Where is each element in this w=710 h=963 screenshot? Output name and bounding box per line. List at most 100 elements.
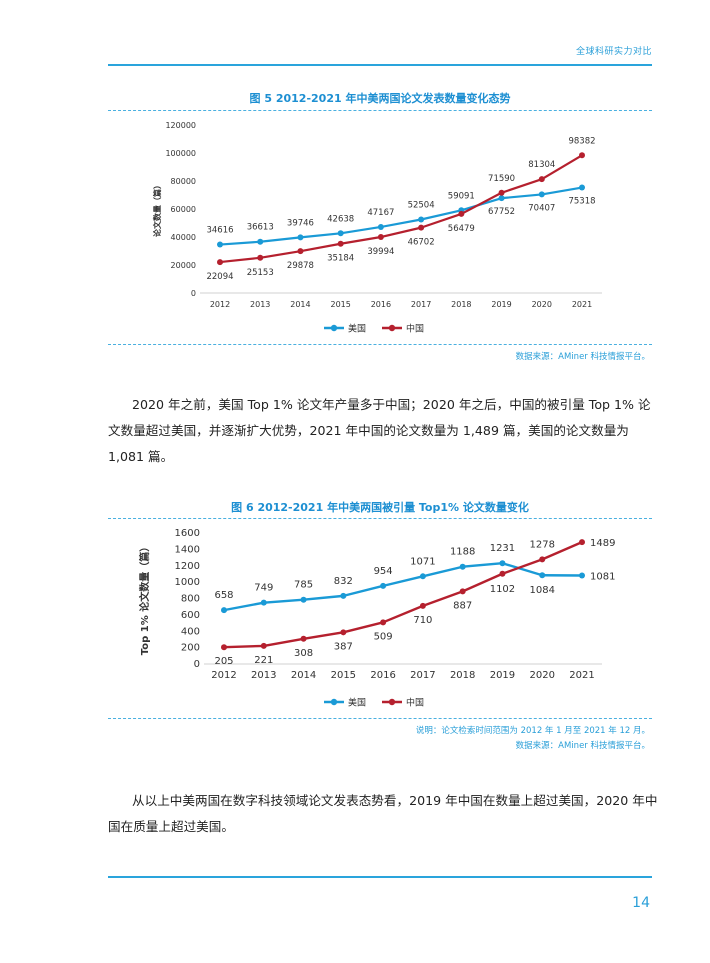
fig5-data-point bbox=[579, 184, 585, 191]
fig6-y-tick-label: 600 bbox=[181, 610, 200, 621]
fig6-data-label: 785 bbox=[294, 580, 313, 591]
fig5-data-point bbox=[297, 234, 304, 241]
fig5-x-tick-label: 2016 bbox=[371, 300, 391, 309]
header-rule bbox=[108, 64, 652, 66]
fig6-data-point bbox=[499, 570, 506, 577]
fig6-data-label: 1231 bbox=[490, 543, 515, 554]
fig5-data-point bbox=[458, 210, 465, 217]
fig6-data-label: 1489 bbox=[590, 538, 615, 549]
running-header: 全球科研实力对比 bbox=[575, 47, 652, 57]
figure-5-top-divider bbox=[108, 110, 652, 111]
fig5-x-tick-label: 2018 bbox=[451, 300, 471, 309]
fig5-y-tick-label: 20000 bbox=[171, 261, 196, 270]
fig6-data-label: 710 bbox=[413, 615, 432, 626]
fig6-x-tick-label: 2013 bbox=[251, 670, 276, 681]
figure-5-source: 数据来源：AMiner 科技情报平台。 bbox=[516, 350, 650, 365]
fig5-data-point bbox=[579, 152, 585, 159]
fig6-series-line-usa bbox=[223, 562, 583, 612]
fig6-data-label: 658 bbox=[214, 590, 233, 601]
fig6-data-label: 205 bbox=[214, 656, 233, 667]
fig5-data-label: 46702 bbox=[408, 238, 435, 248]
fig6-data-label: 221 bbox=[254, 655, 273, 666]
figure-5-source-line: 数据来源：AMiner 科技情报平台。 bbox=[515, 352, 650, 362]
fig5-data-label: 70407 bbox=[528, 203, 555, 213]
fig6-data-point bbox=[260, 599, 267, 606]
paragraph-2-text: 从以上中美两国在数字科技领域论文发表态势看，2019 年中国在数量上超过美国，2… bbox=[108, 793, 658, 834]
figure-6-source-line: 数据来源：AMiner 科技情报平台。 bbox=[515, 741, 650, 751]
figure-5-title: 图 5 2012-2021 年中美两国论文发表数量变化态势 bbox=[249, 92, 511, 105]
fig6-y-tick-label: 200 bbox=[181, 643, 200, 654]
fig5-data-point bbox=[418, 216, 425, 223]
fig6-data-point bbox=[221, 607, 227, 614]
fig6-x-tick-label: 2014 bbox=[291, 670, 316, 681]
fig6-data-point bbox=[221, 644, 227, 651]
fig6-y-tick-label: 800 bbox=[181, 594, 200, 605]
fig5-data-label: 52504 bbox=[408, 200, 435, 210]
fig5-data-label: 81304 bbox=[528, 160, 555, 170]
fig5-data-label: 39746 bbox=[287, 218, 314, 228]
fig6-data-label: 308 bbox=[294, 648, 313, 659]
fig6-data-point bbox=[380, 619, 387, 626]
fig6-data-label: 749 bbox=[254, 583, 273, 594]
fig5-data-label: 34616 bbox=[206, 226, 233, 236]
fig5-data-label: 98382 bbox=[568, 136, 595, 146]
fig5-data-label: 67752 bbox=[488, 207, 515, 217]
fig5-data-label: 29878 bbox=[287, 261, 314, 271]
figure-6-top-divider bbox=[108, 518, 652, 519]
fig6-legend-label: 中国 bbox=[406, 697, 424, 709]
fig6-x-tick-label: 2016 bbox=[370, 670, 395, 681]
fig5-x-tick-label: 2012 bbox=[210, 300, 230, 309]
fig5-data-point bbox=[498, 195, 505, 202]
fig5-y-axis-label: 论文数量（篇） bbox=[152, 181, 162, 237]
fig6-data-point bbox=[579, 572, 585, 579]
fig6-legend-label: 美国 bbox=[348, 697, 366, 709]
fig6-x-tick-label: 2015 bbox=[331, 670, 356, 681]
fig5-data-point bbox=[377, 223, 384, 230]
fig6-y-tick-label: 1200 bbox=[175, 561, 200, 572]
fig5-series-line-usa bbox=[219, 186, 583, 246]
figure-6-title: 图 6 2012-2021 年中美两国被引量 Top1% 论文数量变化 bbox=[231, 501, 529, 514]
fig5-x-tick-label: 2019 bbox=[491, 300, 511, 309]
fig6-data-label: 1278 bbox=[529, 539, 554, 550]
paragraph-2: 从以上中美两国在数字科技领域论文发表态势看，2019 年中国在数量上超过美国，2… bbox=[108, 788, 660, 840]
fig5-data-label: 75318 bbox=[568, 197, 595, 207]
fig6-x-tick-label: 2020 bbox=[529, 670, 554, 681]
figure-5-bottom-divider bbox=[108, 344, 652, 345]
fig5-y-tick-label: 80000 bbox=[171, 177, 196, 186]
fig5-legend-marker bbox=[388, 324, 396, 332]
fig6-data-label: 1081 bbox=[590, 571, 615, 582]
paragraph-1-text: 2020 年之前，美国 Top 1% 论文年产量多于中国；2020 年之后，中国… bbox=[108, 397, 651, 464]
page-number: 14 bbox=[632, 895, 650, 911]
fig5-data-label: 35184 bbox=[327, 254, 354, 264]
fig6-data-label: 832 bbox=[334, 576, 353, 587]
fig5-x-tick-label: 2015 bbox=[330, 300, 350, 309]
fig5-series-line-china bbox=[219, 154, 583, 264]
fig6-data-point bbox=[300, 596, 307, 603]
fig5-data-label: 59091 bbox=[448, 191, 475, 201]
fig5-data-label: 56479 bbox=[448, 224, 475, 234]
fig6-data-label: 1188 bbox=[450, 547, 475, 558]
fig5-data-label: 39994 bbox=[367, 247, 394, 257]
fig5-data-point bbox=[257, 238, 264, 245]
fig5-x-tick-label: 2014 bbox=[290, 300, 310, 309]
fig5-data-point bbox=[297, 248, 304, 255]
fig5-x-tick-label: 2013 bbox=[250, 300, 270, 309]
fig5-x-tick-label: 2017 bbox=[411, 300, 431, 309]
fig6-data-point bbox=[300, 635, 307, 642]
fig6-x-tick-label: 2019 bbox=[490, 670, 515, 681]
fig5-data-point bbox=[257, 254, 264, 261]
fig5-y-tick-label: 60000 bbox=[171, 205, 196, 214]
fig5-data-point bbox=[538, 176, 545, 183]
paragraph-1: 2020 年之前，美国 Top 1% 论文年产量多于中国；2020 年之后，中国… bbox=[108, 392, 660, 470]
fig6-x-tick-label: 2018 bbox=[450, 670, 475, 681]
fig6-data-point bbox=[419, 573, 426, 580]
fig5-data-point bbox=[337, 240, 344, 247]
fig6-data-label: 887 bbox=[453, 600, 472, 611]
fig6-y-tick-label: 1400 bbox=[175, 544, 200, 555]
fig6-x-tick-label: 2017 bbox=[410, 670, 435, 681]
fig5-data-point bbox=[217, 259, 223, 266]
fig5-legend-marker bbox=[330, 324, 338, 332]
fig5-y-tick-label: 100000 bbox=[165, 149, 196, 158]
fig6-data-point bbox=[539, 572, 546, 579]
fig6-series-line-china bbox=[223, 540, 583, 649]
